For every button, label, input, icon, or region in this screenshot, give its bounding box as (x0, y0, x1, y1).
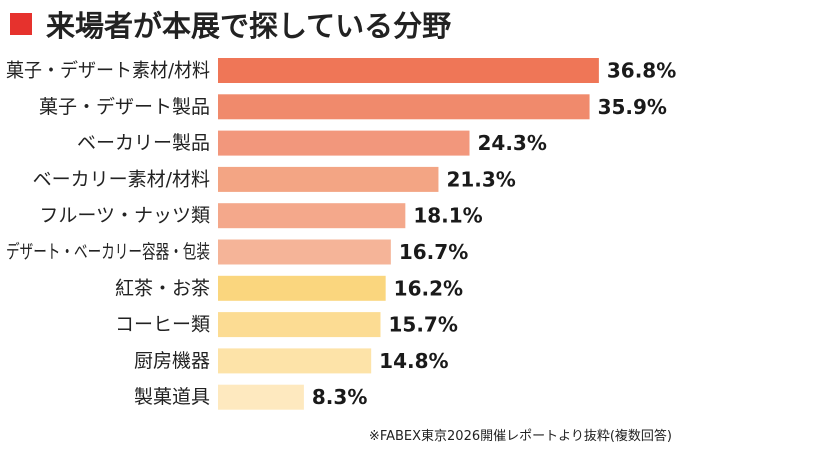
title-marker-square (10, 13, 32, 35)
bar (218, 239, 391, 265)
bar (218, 275, 386, 301)
category-label: 紅茶・お茶 (115, 277, 210, 299)
value-label: 8.3% (312, 385, 367, 409)
source-note: ※FABEX東京2026開催レポートより抜粋(複数回答) (368, 429, 672, 444)
value-label: 16.7% (399, 240, 468, 264)
value-label: 21.3% (446, 167, 515, 191)
bars (218, 58, 599, 410)
value-label: 35.9% (598, 95, 667, 119)
category-label: ベーカリー素材/材料 (33, 168, 210, 190)
value-labels: 36.8% 35.9% 24.3% 21.3% 18.1% 16.7% 16.2% 15.7%… (312, 59, 676, 410)
category-label: デザート・ベーカリー容器・包装 (6, 241, 210, 263)
value-label: 15.7% (388, 313, 457, 337)
category-label: 菓子・デザート製品 (39, 96, 210, 118)
bar (218, 94, 590, 120)
bar (218, 312, 381, 338)
category-labels: 菓子・デザート素材/材料菓子・デザート製品ベーカリー製品ベーカリー素材/材料フル… (6, 60, 210, 409)
value-label: 36.8% (607, 59, 676, 83)
bar (218, 203, 406, 229)
category-label: 菓子・デザート素材/材料 (6, 60, 210, 82)
bar (218, 130, 470, 156)
category-label: 製菓道具 (134, 386, 210, 408)
bar (218, 166, 439, 192)
category-label: ベーカリー製品 (77, 132, 210, 154)
value-label: 18.1% (413, 204, 482, 228)
value-label: 14.8% (379, 349, 448, 373)
category-label: フルーツ・ナッツ類 (39, 205, 210, 227)
value-label: 24.3% (478, 131, 547, 155)
chart-title: 来場者が本展で探している分野 (46, 9, 452, 43)
bar (218, 384, 304, 410)
value-label: 16.2% (394, 276, 463, 300)
bar (218, 348, 372, 374)
chart-title-block: 来場者が本展で探している分野 (10, 4, 451, 44)
bar (218, 58, 599, 83)
category-label: コーヒー類 (115, 314, 210, 336)
category-label: 厨房機器 (134, 350, 210, 372)
